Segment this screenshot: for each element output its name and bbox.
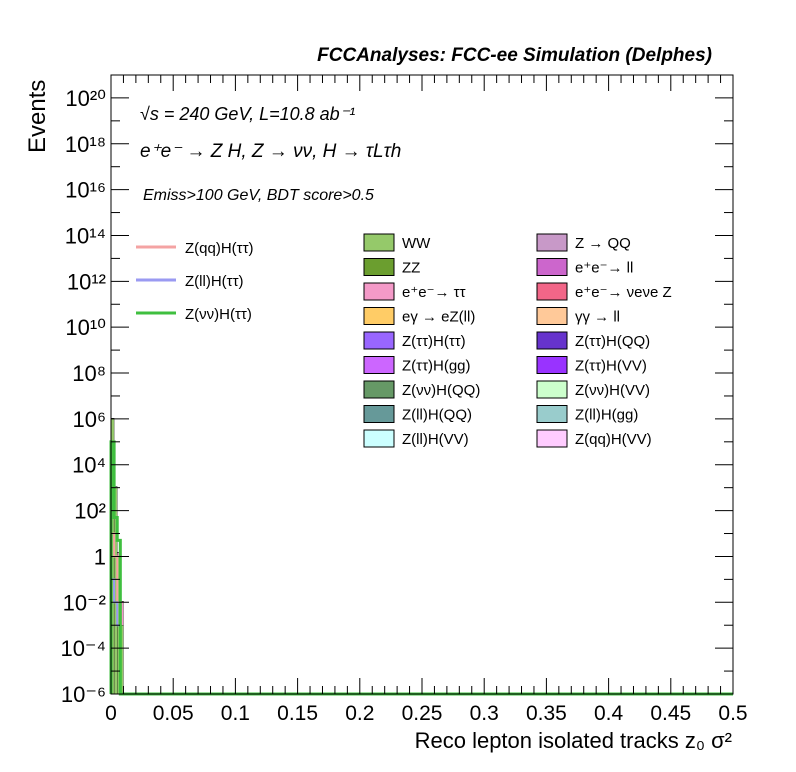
x-tick-label: 0.2 [345,702,374,725]
legend-fill-label-z-h-qq: Z(ττ)H(QQ) [575,333,650,350]
legend-fill-swatch-z-h-qq [363,380,395,399]
x-tick-label: 0.05 [153,702,194,725]
chart-title: FCCAnalyses: FCC-ee Simulation (Delphes) [317,45,712,66]
legend-fill-label-ww: WW [402,235,431,252]
legend-fill-label-z-h-vv: Z(ττ)H(VV) [575,358,647,375]
legend-fill-label-e-e: e⁺e⁻→ ττ [402,284,466,301]
legend-fill-swatch-e-e [363,282,395,301]
legend-fill-swatch-zz [363,258,395,276]
y-tick-label: 10¹⁶ [65,178,106,203]
legend-fill-label-z-h: Z(ττ)H(ττ) [402,333,466,350]
x-tick-label: 0.25 [402,702,443,725]
annotation-energy-lumi: √s = 240 GeV, L=10.8 ab⁻¹ [140,104,355,124]
legend-fill-label-zz: ZZ [402,260,420,277]
annotation-process: e⁺e⁻ → Z H, Z → νν, H → τLτh [140,141,401,162]
y-tick-label: 10² [74,499,106,524]
legend-fill-label-z-ll-h-vv: Z(ll)H(VV) [402,431,469,448]
legend-fill-swatch-ww [363,233,395,252]
legend-fill-swatch-z-qq [536,233,568,252]
y-axis: 10⁻⁶ 10⁻⁴ 10⁻² 1 10² 10⁴ 10⁶ 10⁸ 10¹⁰ 10¹² 10¹⁴ 10¹… [60,86,733,707]
x-tick-label: 0.4 [594,702,624,725]
legend-fill-label-e-e-ll: e⁺e⁻→ ll [575,260,633,277]
legend-fill-swatch-z-h-gg [363,356,395,374]
legend-fill-swatch-z-h [363,331,395,350]
legend-fill-label-z-qq-h-vv: Z(qq)H(VV) [575,431,652,448]
y-tick-label: 10⁻⁶ [61,682,106,707]
x-tick-label: 0 [105,702,117,725]
x-tick-label: 0.45 [650,702,691,725]
legend: Z(qq)H(ττ) Z(ll)H(ττ) Z(νν)H(ττ) WW Z → QQ ZZ… [136,233,672,448]
legend-fill-label-z-h-qq: Z(νν)H(QQ) [402,382,480,399]
y-axis-label: Events [24,80,51,153]
legend-line-label-z-qq-h: Z(qq)H(ττ) [185,240,254,257]
legend-fill-swatch-z-ll-h-vv [363,429,395,448]
legend-fill-label-z-h-vv: Z(νν)H(VV) [575,382,650,399]
y-tick-label: 10⁸ [72,361,106,386]
y-tick-label: 10⁶ [72,407,106,432]
y-tick-label: 10⁻² [63,590,106,615]
legend-fill-label-z-h-gg: Z(ττ)H(gg) [402,358,471,375]
y-tick-label: 10⁻⁴ [60,636,106,661]
legend-fill-label-ll: γγ → ll [575,309,620,326]
y-tick-label: 10¹² [67,269,106,294]
legend-fill-swatch-z-h-vv [536,380,568,399]
legend-fill-swatch-e-ez-ll [363,307,395,325]
x-tick-label: 0.3 [470,702,499,725]
legend-fill-swatch-z-ll-h-gg [536,405,568,423]
legend-fill-swatch-z-qq-h-vv [536,429,568,448]
legend-fill-label-e-e-e-e-z: e⁺e⁻→ νeνe Z [575,284,672,301]
y-tick-label: 10²⁰ [65,86,106,111]
legend-fill-label-z-qq: Z → QQ [575,235,631,252]
legend-fill-swatch-z-ll-h-qq [363,405,395,423]
legend-fill-label-z-ll-h-gg: Z(ll)H(gg) [575,407,638,424]
x-tick-label: 0.5 [718,702,747,725]
y-tick-label: 1 [94,544,106,569]
legend-fill-swatch-ll [536,307,568,325]
legend-fill-label-e-ez-ll: eγ → eZ(ll) [402,309,475,326]
x-axis: 0 0.05 0.1 0.15 0.2 0.25 0.3 0.35 0.4 0.45 0.5 [105,75,748,725]
x-tick-label: 0.1 [221,702,250,725]
x-tick-label: 0.15 [277,702,318,725]
legend-fill-swatch-e-e-e-e-z [536,282,568,301]
y-tick-label: 10¹⁸ [65,132,106,157]
y-tick-label: 10⁴ [72,453,106,478]
legend-line-label-z-h: Z(νν)H(ττ) [185,306,252,323]
y-tick-label: 10¹⁴ [65,223,106,248]
legend-line-label-z-ll-h: Z(ll)H(ττ) [185,273,244,290]
legend-fill-swatch-z-h-qq [536,331,568,350]
legend-fill-label-z-ll-h-qq: Z(ll)H(QQ) [402,407,472,424]
y-tick-label: 10¹⁰ [65,315,106,340]
annotation-cuts: Emiss>100 GeV, BDT score>0.5 [143,187,374,204]
legend-fill-swatch-z-h-vv [536,356,568,374]
x-tick-label: 0.35 [526,702,567,725]
x-axis-label: Reco lepton isolated tracks z₀ σ² [415,728,732,753]
legend-fill-swatch-e-e-ll [536,258,568,276]
